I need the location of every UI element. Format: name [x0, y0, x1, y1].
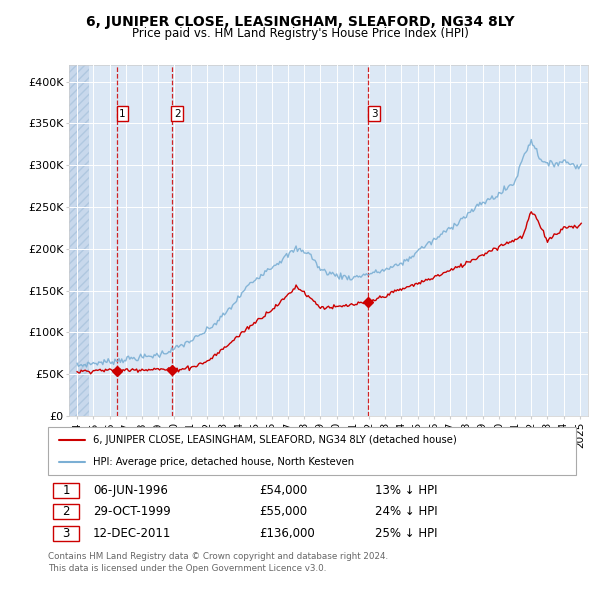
- FancyBboxPatch shape: [53, 483, 79, 498]
- Text: £55,000: £55,000: [259, 505, 307, 518]
- Text: Price paid vs. HM Land Registry's House Price Index (HPI): Price paid vs. HM Land Registry's House …: [131, 27, 469, 40]
- Text: 06-JUN-1996: 06-JUN-1996: [93, 484, 168, 497]
- Text: HPI: Average price, detached house, North Kesteven: HPI: Average price, detached house, Nort…: [93, 457, 354, 467]
- Text: 6, JUNIPER CLOSE, LEASINGHAM, SLEAFORD, NG34 8LY: 6, JUNIPER CLOSE, LEASINGHAM, SLEAFORD, …: [86, 15, 514, 29]
- Text: 2: 2: [174, 109, 181, 119]
- Text: 3: 3: [371, 109, 377, 119]
- FancyBboxPatch shape: [53, 526, 79, 541]
- Text: Contains HM Land Registry data © Crown copyright and database right 2024.: Contains HM Land Registry data © Crown c…: [48, 552, 388, 561]
- Text: 2: 2: [62, 505, 70, 518]
- FancyBboxPatch shape: [53, 504, 79, 519]
- FancyBboxPatch shape: [48, 427, 576, 475]
- Text: 1: 1: [62, 484, 70, 497]
- Text: 29-OCT-1999: 29-OCT-1999: [93, 505, 170, 518]
- Text: 25% ↓ HPI: 25% ↓ HPI: [376, 527, 438, 540]
- Text: £136,000: £136,000: [259, 527, 315, 540]
- Text: This data is licensed under the Open Government Licence v3.0.: This data is licensed under the Open Gov…: [48, 563, 326, 572]
- Text: 13% ↓ HPI: 13% ↓ HPI: [376, 484, 438, 497]
- Text: 6, JUNIPER CLOSE, LEASINGHAM, SLEAFORD, NG34 8LY (detached house): 6, JUNIPER CLOSE, LEASINGHAM, SLEAFORD, …: [93, 435, 457, 445]
- Text: 24% ↓ HPI: 24% ↓ HPI: [376, 505, 438, 518]
- Text: 12-DEC-2011: 12-DEC-2011: [93, 527, 171, 540]
- Text: £54,000: £54,000: [259, 484, 307, 497]
- Bar: [69, 65, 89, 416]
- Text: 3: 3: [62, 527, 70, 540]
- Text: 1: 1: [119, 109, 126, 119]
